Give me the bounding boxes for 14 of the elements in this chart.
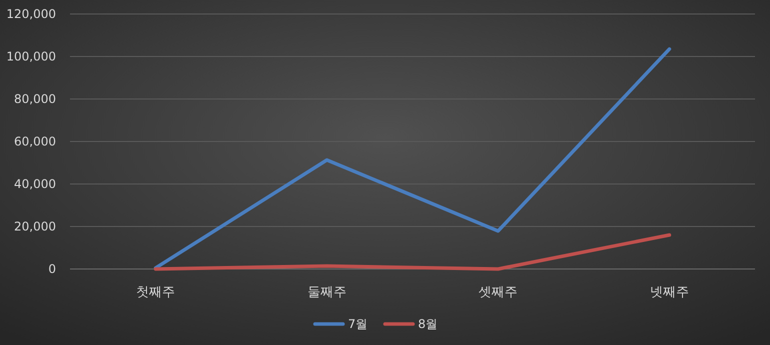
y-tick-label: 120,000 <box>6 7 56 21</box>
y-tick-label: 40,000 <box>14 177 56 191</box>
y-tick-label: 60,000 <box>14 134 56 148</box>
x-tick-label: 셋째주 <box>478 285 518 300</box>
legend-label: 7월 <box>348 317 368 331</box>
x-tick-label: 둘째주 <box>307 285 346 300</box>
legend-label: 8월 <box>418 317 438 331</box>
y-tick-label: 20,000 <box>14 220 56 234</box>
x-tick-label: 넷째주 <box>650 285 689 300</box>
line-series <box>154 47 672 270</box>
x-tick-label: 첫째주 <box>136 285 176 300</box>
y-tick-label: 100,000 <box>6 50 56 64</box>
y-tick-label: 80,000 <box>14 92 56 106</box>
y-tick-label: 0 <box>48 262 56 276</box>
